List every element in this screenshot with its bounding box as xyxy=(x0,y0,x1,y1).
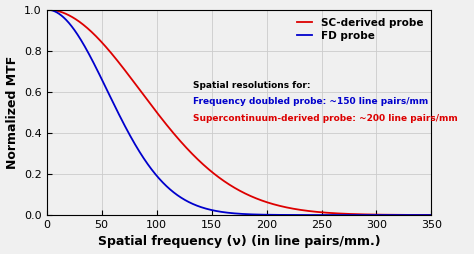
Y-axis label: Normalized MTF: Normalized MTF xyxy=(6,56,18,169)
FD probe xyxy=(347,214,353,217)
Text: Supercontinuum-derived probe: ~200 line pairs/mm: Supercontinuum-derived probe: ~200 line … xyxy=(193,114,458,122)
Text: Spatial resolutions for:: Spatial resolutions for: xyxy=(193,81,310,90)
X-axis label: Spatial frequency (ν) (in line pairs/mm.): Spatial frequency (ν) (in line pairs/mm.… xyxy=(98,235,381,248)
Text: Frequency doubled probe: ~150 line pairs/mm: Frequency doubled probe: ~150 line pairs… xyxy=(193,97,428,106)
SC-derived probe xyxy=(418,213,423,216)
SC-derived probe xyxy=(428,213,434,216)
Line: FD probe: FD probe xyxy=(47,10,431,215)
FD probe xyxy=(64,19,69,22)
SC-derived probe xyxy=(347,212,353,215)
SC-derived probe xyxy=(221,179,227,182)
FD probe xyxy=(417,214,423,217)
FD probe xyxy=(418,214,423,217)
FD probe xyxy=(44,8,50,11)
FD probe xyxy=(428,214,434,217)
Line: SC-derived probe: SC-derived probe xyxy=(47,10,431,215)
SC-derived probe xyxy=(44,8,50,11)
SC-derived probe xyxy=(64,12,69,15)
Legend: SC-derived probe, FD probe: SC-derived probe, FD probe xyxy=(293,15,426,44)
SC-derived probe xyxy=(231,186,237,189)
FD probe xyxy=(231,212,237,215)
FD probe xyxy=(221,211,227,214)
SC-derived probe xyxy=(417,213,423,216)
